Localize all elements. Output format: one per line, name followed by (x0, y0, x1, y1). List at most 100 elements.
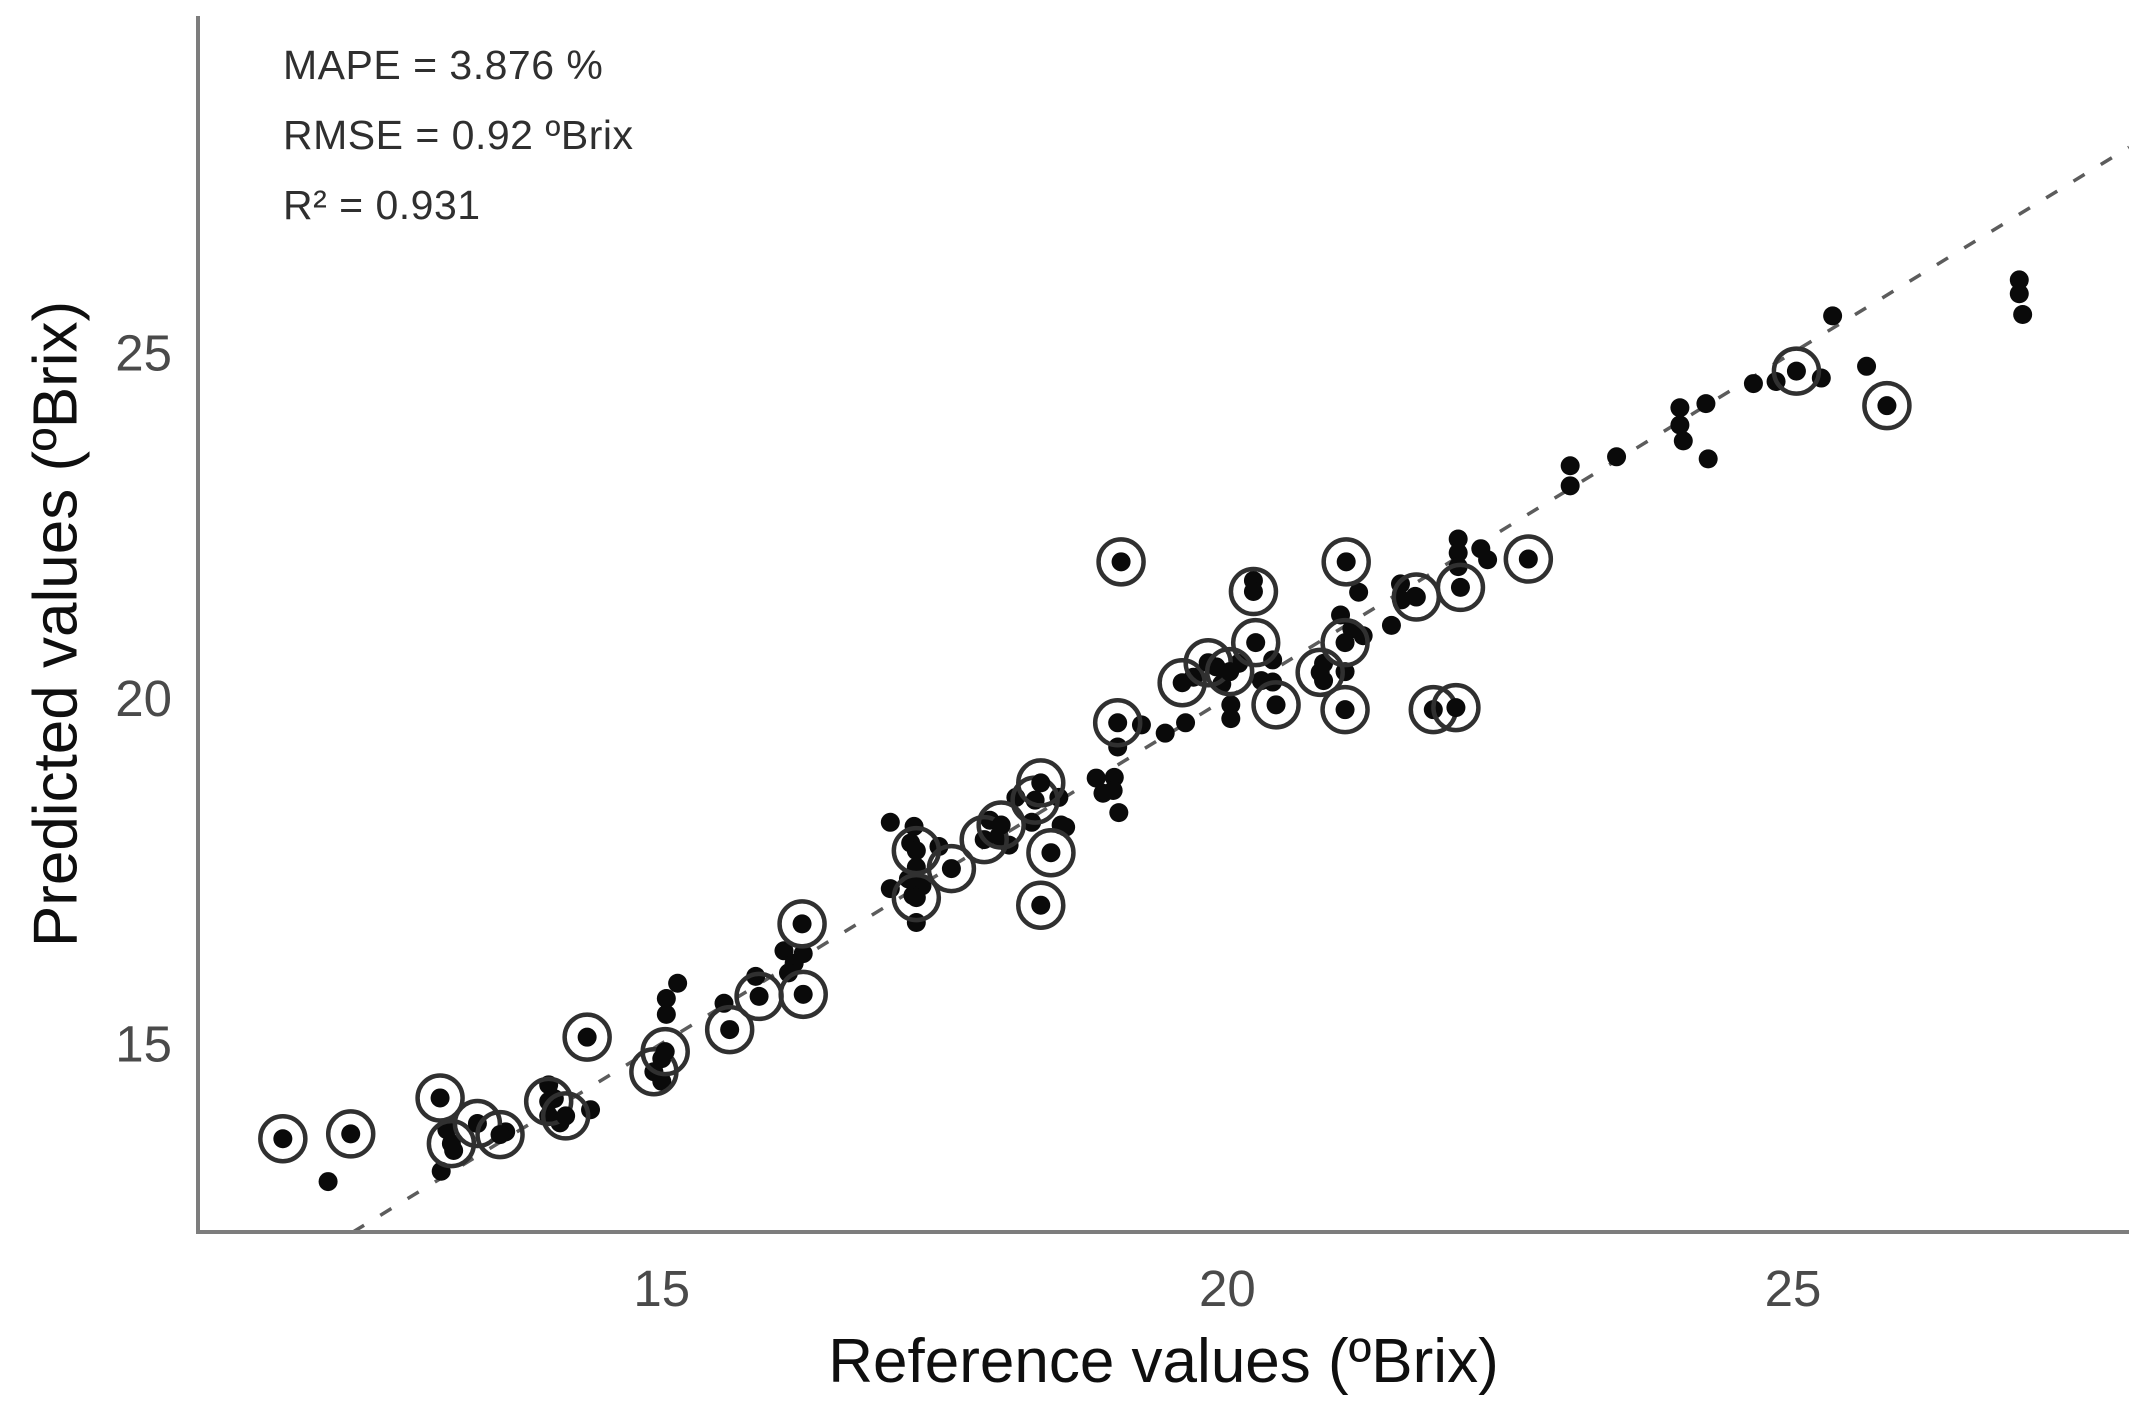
data-point (1743, 374, 1763, 394)
data-point (1335, 700, 1355, 720)
data-point (1041, 843, 1061, 863)
data-point (1607, 447, 1627, 467)
data-point (778, 963, 798, 983)
data-point (273, 1129, 293, 1149)
data-point-ring (415, 1073, 465, 1123)
data-point-ring (1320, 684, 1370, 735)
data-point (1335, 633, 1355, 653)
data-point (1111, 552, 1131, 572)
data-point-ring (1431, 682, 1481, 733)
data-point (1093, 783, 1113, 803)
data-point (2009, 284, 2029, 304)
data-point (906, 912, 926, 932)
y-axis-title: Predicted values (ºBrix) (21, 300, 91, 948)
data-point (441, 1134, 461, 1154)
data-point (1349, 582, 1369, 602)
data-point-ring (1251, 680, 1301, 730)
data-point (1031, 895, 1051, 915)
data-point (1109, 803, 1129, 823)
stats-annotation-block: MAPE = 3.876 % RMSE = 0.92 ºBrix R² = 0.… (283, 30, 633, 240)
data-point-ring (1096, 537, 1146, 587)
data-point (1560, 476, 1580, 496)
data-point (1221, 709, 1241, 729)
data-point (1698, 449, 1718, 469)
data-point (1823, 306, 1843, 326)
data-point (906, 841, 926, 861)
data-point (1221, 695, 1241, 715)
data-point (1381, 615, 1401, 635)
data-point-ring (926, 843, 977, 894)
data-point (1448, 543, 1468, 563)
data-point (2009, 270, 2029, 290)
data-point-ring (523, 1076, 574, 1127)
data-point (1670, 415, 1690, 435)
data-point-ring (1016, 880, 1066, 930)
data-point-ring (1320, 617, 1370, 668)
data-point (656, 1004, 676, 1024)
data-point (655, 1042, 675, 1062)
data-point (1857, 356, 1877, 376)
data-point (656, 988, 676, 1008)
data-point-ring (475, 1109, 525, 1160)
data-point (668, 973, 688, 993)
y-tick-label: 20 (115, 670, 172, 727)
data-point-ring (258, 1113, 308, 1164)
data-point-ring (1771, 346, 1822, 396)
data-point (1266, 695, 1286, 715)
data-point (430, 1088, 450, 1108)
data-point (720, 1020, 740, 1040)
data-point (906, 888, 926, 908)
x-tick-label: 15 (633, 1260, 690, 1317)
data-point (1560, 456, 1580, 476)
data-point-ring (540, 1091, 591, 1141)
data-point (793, 984, 813, 1004)
data-point-ring (1503, 534, 1554, 584)
data-point (1243, 582, 1263, 602)
data-point (1478, 550, 1498, 570)
y-tick-label: 15 (115, 1015, 172, 1072)
data-point (1172, 673, 1192, 693)
data-point (1310, 662, 1330, 682)
data-point (318, 1172, 338, 1192)
data-point-ring (778, 969, 828, 1020)
data-point-ring (1862, 380, 1912, 431)
data-point-ring (562, 1012, 612, 1062)
data-point (490, 1125, 510, 1145)
data-point-ring (1295, 647, 1345, 698)
data-point (792, 914, 812, 934)
data-point-ring (891, 872, 942, 923)
data-point (1086, 768, 1106, 788)
data-point (1031, 773, 1051, 793)
data-point-ring (1204, 646, 1255, 697)
data-point (749, 986, 769, 1006)
data-point (2013, 304, 2033, 324)
data-point-ring (1321, 537, 1371, 587)
data-point (1406, 587, 1426, 607)
data-point (1108, 713, 1128, 733)
data-point (1246, 633, 1266, 653)
data-point (1786, 361, 1806, 381)
data-point (1176, 713, 1196, 733)
x-tick-label: 20 (1199, 1260, 1256, 1317)
data-point-ring (1016, 758, 1066, 808)
data-point (880, 812, 900, 832)
data-point-ring (959, 814, 1009, 865)
data-point (1670, 398, 1690, 418)
data-point (941, 859, 961, 879)
data-point (1446, 698, 1466, 718)
data-point (991, 815, 1011, 835)
data-point-ring (1228, 566, 1279, 617)
y-tick-label: 25 (115, 324, 172, 381)
data-point (341, 1124, 361, 1144)
r2-annotation: R² = 0.931 (283, 182, 481, 228)
mape-annotation: MAPE = 3.876 % (283, 42, 604, 88)
data-point (1336, 552, 1356, 572)
data-point-ring (777, 899, 827, 949)
data-point-ring (325, 1109, 376, 1159)
data-point-ring (704, 1004, 755, 1055)
data-point (1448, 529, 1468, 549)
x-axis-title: Reference values (ºBrix) (828, 1327, 1499, 1396)
data-point-ring (452, 1098, 503, 1149)
